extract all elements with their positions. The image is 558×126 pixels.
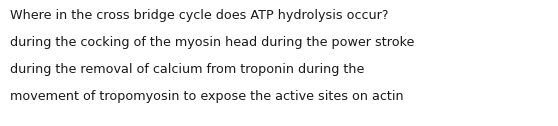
Text: during the removal of calcium from troponin during the: during the removal of calcium from tropo… <box>10 63 364 76</box>
Text: during the cocking of the myosin head during the power stroke: during the cocking of the myosin head du… <box>10 36 415 49</box>
Text: Where in the cross bridge cycle does ATP hydrolysis occur?: Where in the cross bridge cycle does ATP… <box>10 9 388 22</box>
Text: movement of tropomyosin to expose the active sites on actin: movement of tropomyosin to expose the ac… <box>10 90 403 103</box>
